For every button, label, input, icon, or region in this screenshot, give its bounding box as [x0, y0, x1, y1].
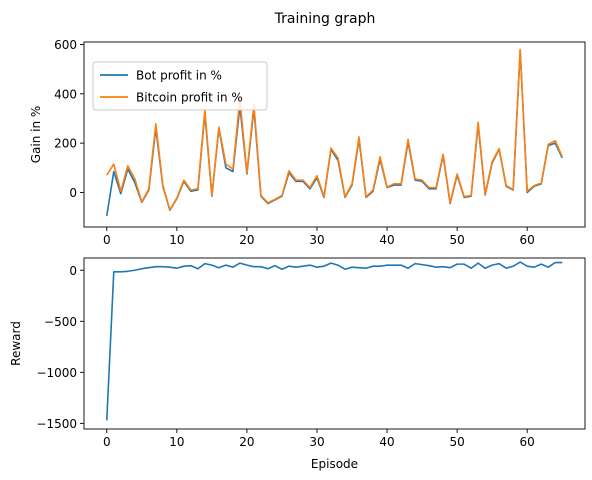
- x-tick-label: 0: [103, 435, 111, 449]
- legend-label: Bot profit in %: [136, 69, 222, 83]
- figure-title: Training graph: [274, 11, 376, 27]
- x-tick-label: 60: [520, 435, 535, 449]
- x-tick-label: 40: [379, 233, 394, 247]
- x-tick-label: 10: [169, 233, 184, 247]
- x-tick-label: 30: [309, 435, 324, 449]
- legend-label: Bitcoin profit in %: [136, 91, 243, 105]
- x-tick-label: 20: [239, 435, 254, 449]
- x-tick-label: 0: [103, 233, 111, 247]
- legend-box: [92, 61, 268, 111]
- y-tick-label: −500: [44, 315, 77, 329]
- axes-frame: [83, 41, 586, 228]
- reward-chart: 0 10 20 30 40 50 60 0 −500 −1000 −1500 Reward Episod…: [9, 257, 586, 471]
- y-tick-label: −1000: [36, 366, 77, 380]
- series-line-0-1: [106, 48, 563, 211]
- axes-frame: [83, 257, 586, 430]
- y-tick-label: 0: [69, 186, 77, 200]
- y-axis-label: Reward: [9, 321, 23, 366]
- series-line-1-0: [105, 261, 563, 421]
- y-tick-label: 0: [69, 264, 77, 278]
- y-tick-label: 200: [54, 137, 77, 151]
- x-tick-label: 50: [449, 233, 464, 247]
- x-tick-label: 40: [379, 435, 394, 449]
- y-tick-label: 600: [54, 38, 77, 52]
- legend: Bot profit in % Bitcoin profit in %: [92, 61, 268, 111]
- y-tick-label: −1500: [36, 417, 77, 431]
- x-axis-label: Episode: [311, 457, 358, 471]
- x-tick-label: 50: [449, 435, 464, 449]
- y-tick-label: 400: [54, 87, 77, 101]
- x-tick-label: 30: [309, 233, 324, 247]
- x-tick-label: 20: [239, 233, 254, 247]
- x-tick-label: 10: [169, 435, 184, 449]
- y-axis-label: Gain in %: [29, 106, 43, 164]
- x-tick-label: 60: [520, 233, 535, 247]
